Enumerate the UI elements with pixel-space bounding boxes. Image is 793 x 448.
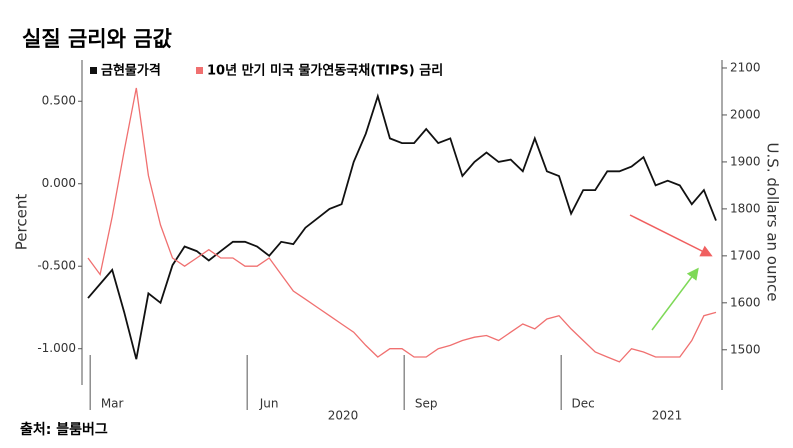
up-arrow: [651, 267, 699, 331]
y2-tick-label: 2100: [730, 60, 761, 74]
y2-axis-label: U.S. dollars an ounce: [764, 143, 782, 302]
y2-tick-label: 1900: [730, 154, 761, 168]
source: 출처: 블룸버그: [20, 421, 108, 438]
y-tick-label: 0.500: [42, 94, 76, 108]
y2-tick-label: 1500: [730, 342, 761, 356]
y2-tick-label: 1700: [730, 248, 761, 262]
year-label: 2020: [328, 409, 359, 423]
series-line: [87, 87, 717, 363]
y-tick-label: 0.000: [42, 176, 76, 190]
x-tick-label: Sep: [415, 397, 438, 411]
legend-swatch: [90, 67, 97, 74]
series-line: [87, 93, 717, 360]
x-tick-label: Mar: [101, 397, 124, 411]
y-axis-label: Percent: [13, 194, 31, 251]
legend-swatch: [196, 67, 203, 74]
year-label: 2021: [652, 409, 683, 423]
chart-title: 실질 금리와 금값: [22, 27, 172, 51]
y-tick-label: -1.000: [37, 341, 76, 355]
y2-tick-label: 2000: [730, 107, 761, 121]
x-tick-label: Jun: [259, 397, 279, 411]
down-arrow: [629, 214, 713, 257]
y-tick-label: -0.500: [37, 259, 76, 273]
legend-label: 금현물가격: [101, 63, 161, 79]
legend-label: 10년 만기 미국 물가연동국채(TIPS) 금리: [207, 63, 443, 79]
x-tick-label: Dec: [572, 397, 595, 411]
y2-tick-label: 1600: [730, 295, 761, 309]
y2-tick-label: 1800: [730, 201, 761, 215]
